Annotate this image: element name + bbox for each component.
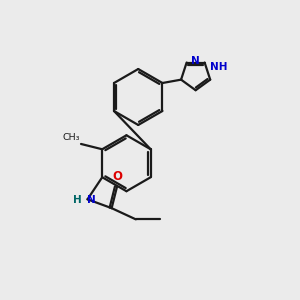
Text: N: N <box>191 56 200 66</box>
Text: N: N <box>88 195 96 205</box>
Text: CH₃: CH₃ <box>62 134 80 142</box>
Text: O: O <box>112 170 122 183</box>
Text: H: H <box>74 195 82 205</box>
Text: NH: NH <box>210 62 227 72</box>
